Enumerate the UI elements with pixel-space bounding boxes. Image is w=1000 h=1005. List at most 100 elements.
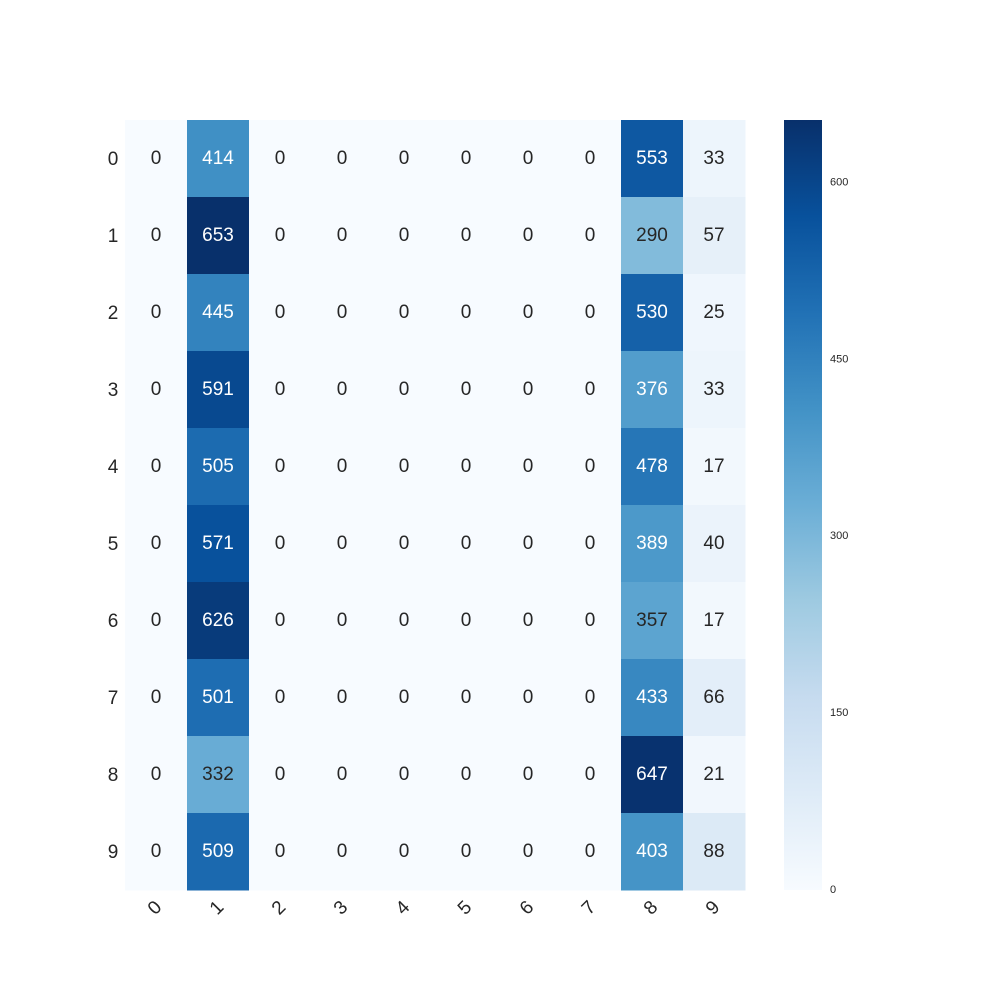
heatmap-cell-label: 57 [703,225,724,246]
heatmap-cell-label: 501 [202,687,234,708]
heatmap-cell [435,813,498,891]
heatmap-cell-label: 66 [703,687,724,708]
heatmap-cell [621,659,684,737]
heatmap-cell [435,351,498,429]
heatmap-cell [621,428,684,506]
heatmap-cell-label: 0 [275,456,286,477]
heatmap-cell [311,351,374,429]
heatmap-cell-label: 0 [399,225,410,246]
heatmap-cell-label: 0 [151,225,162,246]
heatmap-cell-label: 0 [523,379,534,400]
heatmap-cell [683,351,746,429]
heatmap-cell [187,813,250,891]
heatmap-cell [125,505,188,583]
heatmap-cell-label: 0 [461,610,472,631]
heatmap-cell-label: 0 [523,225,534,246]
heatmap-cell-label: 0 [461,148,472,169]
heatmap-cell [249,505,312,583]
heatmap-cell [435,120,498,198]
heatmap-cell-label: 647 [636,764,668,785]
y-axis-tick-labels: 0 1 2 3 4 5 6 7 8 9 [108,149,119,863]
heatmap-cell [435,659,498,737]
heatmap-cell [497,351,560,429]
heatmap-cell-label: 0 [523,148,534,169]
heatmap-cell-label: 0 [337,533,348,554]
heatmap-cell [497,659,560,737]
y-tick-label: 2 [108,303,119,324]
heatmap-cell [435,274,498,352]
heatmap-cell-label: 530 [636,302,668,323]
heatmap-cell [187,428,250,506]
heatmap-cell [125,197,188,275]
heatmap-cell-label: 0 [585,302,596,323]
heatmap-cell [683,197,746,275]
heatmap-cell [497,120,560,198]
heatmap-cell-label: 0 [461,764,472,785]
heatmap-cell [621,813,684,891]
heatmap-cell-label: 0 [275,533,286,554]
heatmap-cell [435,197,498,275]
heatmap-cell-label: 376 [636,379,668,400]
y-tick-label: 0 [108,149,119,170]
heatmap-cell [125,813,188,891]
heatmap-cell [559,505,622,583]
heatmap-cell-label: 0 [461,225,472,246]
heatmap-cell [559,582,622,660]
heatmap-cell [311,120,374,198]
heatmap-cell [559,351,622,429]
heatmap-cell [125,736,188,814]
heatmap-cell-label: 0 [523,456,534,477]
colorbar-tick-label: 450 [830,353,848,365]
heatmap-cell-label: 0 [399,764,410,785]
heatmap-cell-label: 357 [636,610,668,631]
heatmap-cell-label: 0 [337,610,348,631]
heatmap-cell [125,120,188,198]
heatmap-cell-labels: 0 414 0 0 0 0 0 0 553 33 0 653 0 0 0 0 0 0 290 57 0 445 0 0 0 0 0 0… [151,148,725,862]
heatmap-cell-label: 0 [585,687,596,708]
heatmap-cell [559,813,622,891]
heatmap-cell [373,274,436,352]
heatmap-cell-label: 0 [275,841,286,862]
heatmap-cell-label: 0 [523,687,534,708]
heatmap-cell [373,505,436,583]
heatmap-cell [249,351,312,429]
heatmap-cell [125,659,188,737]
y-tick-label: 9 [108,842,119,863]
heatmap-cell-label: 0 [275,302,286,323]
heatmap-cell-label: 290 [636,225,668,246]
heatmap-cell-label: 0 [337,764,348,785]
heatmap-cell-label: 0 [275,687,286,708]
heatmap-cell-label: 0 [337,302,348,323]
heatmap-cell [683,736,746,814]
heatmap-cell [621,736,684,814]
heatmap-cell-label: 571 [202,533,234,554]
heatmap-cell-label: 0 [151,302,162,323]
heatmap-cell-label: 0 [399,148,410,169]
colorbar [784,120,822,890]
heatmap-cell-label: 0 [151,764,162,785]
heatmap-cell [311,659,374,737]
x-tick-label: 2 [268,897,290,919]
heatmap-cell-label: 0 [151,610,162,631]
x-tick-label: 7 [578,897,600,919]
x-tick-label: 3 [330,897,352,919]
heatmap-cell-label: 0 [399,533,410,554]
heatmap-cell-label: 0 [585,225,596,246]
heatmap-cell [311,736,374,814]
heatmap-cell-label: 25 [703,302,724,323]
heatmap-cell-label: 553 [636,148,668,169]
heatmap-cell [621,351,684,429]
heatmap-cell [559,274,622,352]
heatmap-cell [559,197,622,275]
heatmap-cell [311,428,374,506]
heatmap-cell [559,120,622,198]
y-tick-label: 3 [108,380,119,401]
heatmap-cell-label: 0 [585,841,596,862]
heatmap-cell [559,428,622,506]
heatmap-cell-label: 0 [461,687,472,708]
heatmap-cell-label: 0 [275,610,286,631]
y-tick-label: 8 [108,765,119,786]
x-tick-label: 9 [702,897,724,919]
heatmap-cell [249,120,312,198]
heatmap-cell-label: 653 [202,225,234,246]
